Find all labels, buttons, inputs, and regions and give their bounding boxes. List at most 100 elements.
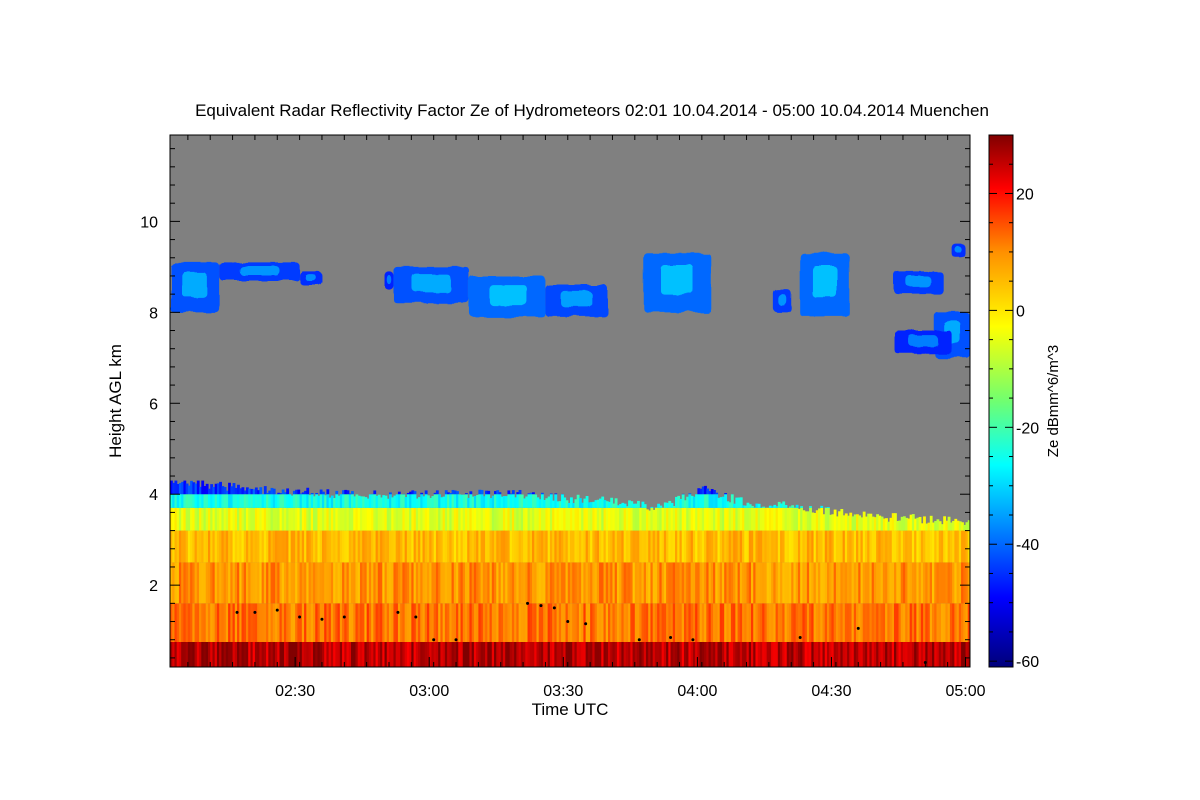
low-cloud-cell: [205, 562, 209, 604]
low-cloud-cell: [578, 507, 582, 531]
low-cloud-cell: [835, 641, 839, 667]
low-cloud-cell: [822, 514, 826, 531]
low-cloud-cell: [699, 562, 703, 604]
low-cloud-cell: [444, 603, 448, 642]
low-cloud-cell: [706, 562, 710, 604]
low-cloud-cell: [404, 496, 408, 508]
colorbar-tick-label: -40: [1016, 537, 1039, 554]
low-cloud-cell: [214, 494, 218, 508]
low-cloud-cell: [822, 562, 826, 604]
low-cloud-cell: [826, 641, 830, 667]
low-cloud-cell: [887, 562, 891, 604]
low-cloud-cell: [366, 603, 370, 642]
low-cloud-cell: [619, 562, 622, 604]
low-cloud-cell: [940, 524, 944, 531]
low-cloud-cell: [905, 530, 909, 563]
low-cloud-cell: [596, 641, 600, 667]
low-cloud-cell: [594, 530, 598, 563]
low-cloud-cell: [842, 515, 846, 531]
low-cloud-cell: [319, 562, 323, 604]
low-cloud-cell: [572, 562, 576, 604]
low-cloud-cell: [259, 641, 263, 667]
low-cloud-cell: [304, 490, 307, 495]
low-cloud-cell: [744, 603, 748, 642]
low-cloud-cell: [739, 603, 743, 642]
low-cloud-cell: [652, 530, 656, 563]
low-cloud-cell: [764, 641, 768, 667]
low-cloud-cell: [259, 603, 263, 642]
low-cloud-cell: [234, 603, 238, 642]
low-cloud-cell: [511, 603, 515, 642]
x-axis-label: Time UTC: [532, 700, 609, 719]
low-cloud-cell: [762, 506, 766, 508]
low-cloud-cell: [518, 507, 522, 531]
low-cloud-cell: [583, 562, 587, 604]
low-cloud-cell: [630, 562, 634, 604]
low-cloud-cell: [920, 523, 924, 531]
low-cloud-cell: [453, 641, 457, 667]
low-cloud-cell: [549, 494, 553, 508]
y-tick-label: 8: [149, 305, 158, 322]
low-cloud-cell: [697, 641, 701, 667]
low-cloud-cell: [210, 484, 214, 495]
low-cloud-cell: [245, 487, 249, 495]
low-cloud-cell: [286, 603, 290, 642]
low-cloud-cell: [581, 502, 584, 508]
low-cloud-cell: [911, 562, 915, 604]
low-cloud-cell: [891, 603, 895, 642]
low-cloud-cell: [406, 492, 410, 495]
low-cloud-cell: [650, 507, 654, 531]
low-cloud-cell: [637, 507, 640, 531]
low-cloud-cell: [281, 507, 285, 531]
low-cloud-cell: [516, 492, 520, 495]
low-cloud-cell: [321, 562, 325, 604]
low-cloud-cell: [923, 530, 926, 563]
low-cloud-cell: [270, 494, 274, 508]
low-cloud-cell: [375, 603, 379, 642]
low-cloud-cell: [668, 500, 672, 508]
low-cloud-cell: [820, 641, 824, 667]
low-cloud-cell: [288, 530, 292, 563]
low-cloud-cell: [657, 562, 660, 604]
low-cloud-cell: [511, 641, 515, 667]
low-cloud-cell: [418, 497, 421, 508]
low-cloud-cell: [444, 494, 448, 508]
low-cloud-cell: [666, 502, 669, 508]
low-cloud-cell: [453, 530, 457, 563]
low-cloud-cell: [359, 603, 363, 642]
low-cloud-cell: [630, 641, 634, 667]
low-cloud-cell: [650, 562, 654, 604]
low-cloud-cell: [748, 562, 752, 604]
low-cloud-cell: [945, 641, 949, 667]
low-cloud-cell: [795, 507, 799, 531]
low-cloud-cell: [748, 641, 752, 667]
low-cloud-cell: [507, 603, 511, 642]
low-cloud-cell: [914, 641, 917, 667]
low-cloud-cell: [766, 530, 770, 563]
low-cloud-cell: [540, 530, 544, 563]
low-cloud-cell: [207, 488, 211, 495]
low-cloud-cell: [502, 603, 506, 642]
low-cloud-cell: [509, 603, 513, 642]
low-cloud-cell: [505, 603, 509, 642]
low-cloud-cell: [844, 513, 848, 531]
low-cloud-cell: [650, 603, 654, 642]
low-cloud-cell: [509, 507, 513, 531]
low-cloud-cell: [192, 641, 196, 667]
low-cloud-cell: [473, 496, 477, 508]
low-cloud-cell: [713, 489, 716, 495]
low-cloud-cell: [268, 494, 272, 508]
low-cloud-cell: [487, 562, 491, 604]
low-cloud-cell: [514, 530, 517, 563]
low-cloud-cell: [283, 603, 287, 642]
low-cloud-cell: [199, 603, 202, 642]
low-cloud-cell: [637, 530, 640, 563]
low-cloud-cell: [730, 641, 734, 667]
low-cloud-cell: [494, 530, 497, 563]
low-cloud-cell: [536, 562, 540, 604]
low-cloud-cell: [574, 507, 578, 531]
low-cloud-cell: [409, 507, 412, 531]
low-cloud-cell: [681, 507, 685, 531]
low-cloud-cell: [949, 530, 953, 563]
low-cloud-cell: [755, 641, 759, 667]
